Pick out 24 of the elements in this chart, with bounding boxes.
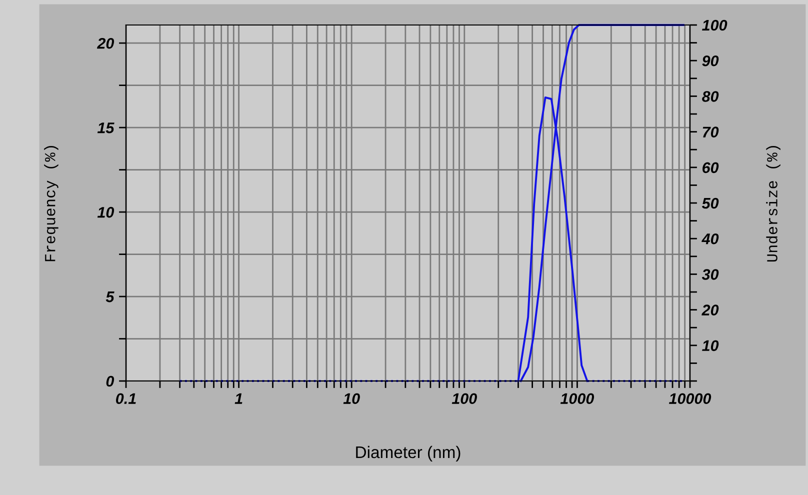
x-axis-title: Diameter (nm) [356,446,460,462]
x-tick-label: 100 [452,393,477,404]
x-tick-label: 0.1 [116,393,136,404]
y2-tick-label: 10 [702,340,719,352]
y2-tick-label: 90 [702,55,719,66]
x-tick-label: 10000 [669,393,712,404]
y-tick-label: 20 [96,38,114,49]
y-tick-label: 15 [97,122,114,134]
y2-tick-label: 80 [702,91,719,102]
x-tick-label: 1 [234,393,242,404]
y-axis-title: Frequency (%) [44,146,58,262]
y-tick-label: 10 [97,206,114,218]
y2-tick-label: 20 [702,304,719,316]
y2-tick-label: 60 [702,162,719,174]
x-tick-label: 10 [343,393,360,404]
y2-tick-label: 30 [702,269,719,280]
y2-tick-label: 70 [702,126,719,138]
y2-tick-label: 100 [702,20,728,31]
y-tick-label: 5 [106,292,114,302]
y2-tick-label: 40 [702,233,719,244]
y-tick-label: 0 [106,376,114,387]
y2-tick-label: 50 [702,198,719,209]
y2-axis-title: Undersize (%) [766,146,780,262]
x-tick-label: 1000 [560,393,594,404]
